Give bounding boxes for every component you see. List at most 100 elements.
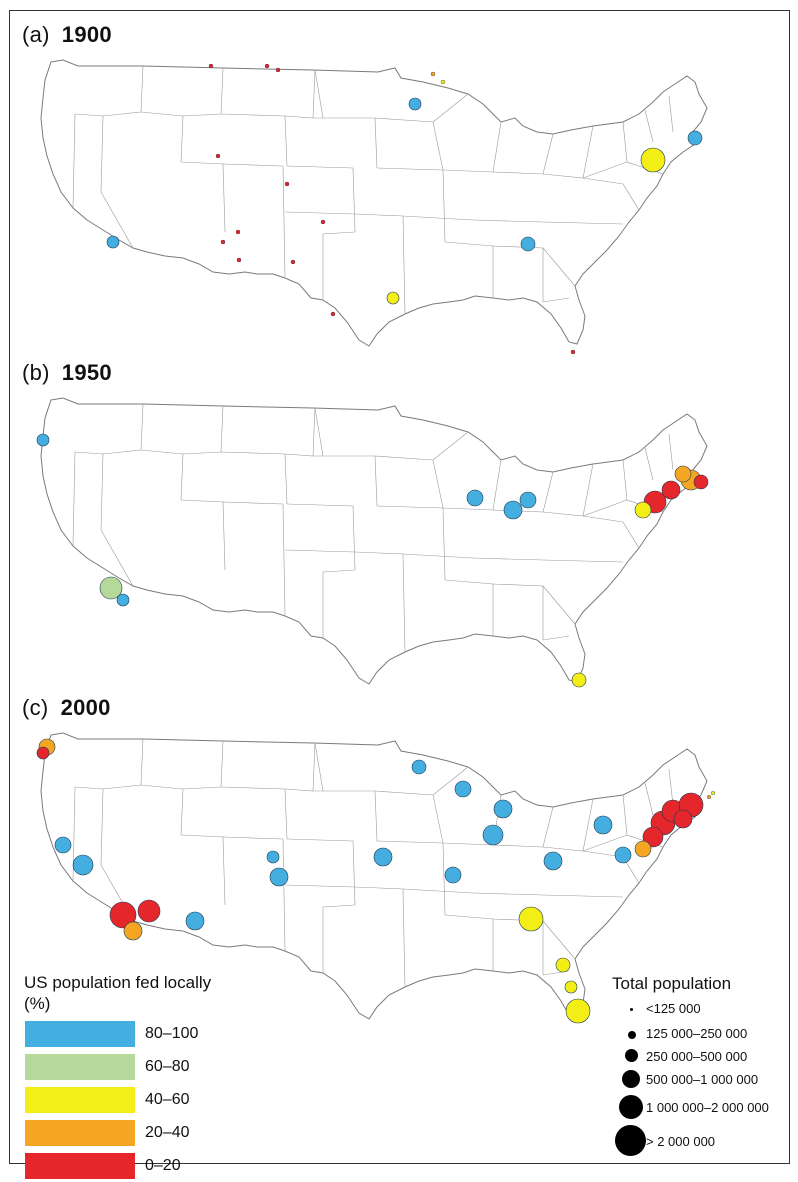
state-boundary xyxy=(100,529,134,587)
size-dot-2 xyxy=(628,1031,636,1039)
state-boundary xyxy=(74,786,104,790)
city-dot-colored xyxy=(264,63,270,69)
state-boundary xyxy=(472,219,544,223)
city-dot-colored xyxy=(707,794,712,799)
state-boundary xyxy=(668,433,674,471)
city-dot-colored xyxy=(235,229,241,235)
state-boundary xyxy=(542,221,624,225)
color-legend-title: US population fed locally (%) xyxy=(24,973,212,1013)
state-boundary xyxy=(668,95,674,133)
major-city-dot xyxy=(185,911,205,931)
state-boundary xyxy=(314,69,324,119)
major-city-dot xyxy=(36,746,50,760)
major-city-dot xyxy=(519,491,537,509)
state-boundary xyxy=(74,113,104,117)
major-city-dot xyxy=(137,899,161,923)
panel-b-label: (b) 1950 xyxy=(22,360,112,385)
size-label: 250 000–500 000 xyxy=(646,1049,748,1064)
state-boundary xyxy=(432,431,469,461)
state-boundary xyxy=(284,549,356,553)
state-boundary xyxy=(542,559,624,563)
state-boundary xyxy=(402,888,474,894)
major-city-dot xyxy=(640,147,666,173)
major-city-dot xyxy=(106,235,120,249)
major-city-dot xyxy=(571,672,587,688)
state-boundary xyxy=(220,113,288,167)
state-boundary xyxy=(582,515,640,549)
city-dot-colored xyxy=(220,239,226,245)
state-boundary xyxy=(432,93,469,123)
size-label: <125 000 xyxy=(646,1001,701,1016)
state-boundary xyxy=(140,784,184,790)
city-dot-colored xyxy=(208,63,214,69)
size-dot-1 xyxy=(630,1008,633,1011)
state-boundary xyxy=(582,499,628,517)
major-city-dot xyxy=(116,593,130,607)
map-2000 xyxy=(36,732,716,1024)
state-boundary xyxy=(222,163,286,279)
us-outline xyxy=(40,732,708,1020)
major-city-dot xyxy=(454,780,472,798)
city-dot-colored xyxy=(330,311,336,317)
state-boundary xyxy=(180,67,224,163)
state-boundary xyxy=(180,405,224,501)
state-boundary xyxy=(74,451,104,455)
major-city-dot xyxy=(36,433,50,447)
state-boundary xyxy=(284,211,356,215)
swatch-label: 20–40 xyxy=(145,1124,190,1141)
state-boundary xyxy=(542,585,576,625)
state-boundary xyxy=(284,884,356,888)
major-city-dot xyxy=(543,851,563,871)
major-city-dot xyxy=(687,130,703,146)
size-dot-6 xyxy=(615,1125,646,1156)
swatch-20-40 xyxy=(25,1120,135,1146)
map-1900 xyxy=(40,59,708,355)
state-boundary xyxy=(472,557,544,561)
swatch-60-80 xyxy=(25,1054,135,1080)
state-boundary xyxy=(668,768,674,806)
city-dot-colored xyxy=(440,79,446,85)
state-boundary xyxy=(322,569,356,638)
major-city-dot xyxy=(493,799,513,819)
state-boundary xyxy=(582,161,628,179)
major-city-dot xyxy=(482,824,504,846)
major-city-dot xyxy=(634,840,652,858)
city-dot-colored xyxy=(284,181,290,187)
major-city-dot xyxy=(673,809,693,829)
size-dot-4 xyxy=(622,1070,640,1088)
state-boundary xyxy=(472,892,544,896)
city-dot-colored xyxy=(290,259,296,265)
swatch-80-100 xyxy=(25,1021,135,1047)
major-city-dot xyxy=(555,957,571,973)
major-city-dot xyxy=(72,854,94,876)
major-city-dot xyxy=(444,866,462,884)
major-city-dot xyxy=(593,815,613,835)
size-legend-title: Total population xyxy=(612,974,732,993)
state-boundary xyxy=(402,215,474,221)
major-city-dot xyxy=(269,867,289,887)
state-boundary xyxy=(72,451,76,547)
state-boundary xyxy=(542,635,570,641)
size-dot-5 xyxy=(619,1095,643,1119)
state-boundary xyxy=(220,451,288,505)
swatch-40-60 xyxy=(25,1087,135,1113)
city-dot-colored xyxy=(320,219,326,225)
panel-c-label: (c) 2000 xyxy=(22,695,111,720)
major-city-dot xyxy=(109,901,137,929)
swatch-label: 0–20 xyxy=(145,1157,181,1174)
state-boundary xyxy=(140,449,184,455)
major-city-dot xyxy=(466,489,484,507)
major-city-dot xyxy=(674,465,692,483)
state-boundary xyxy=(140,111,184,117)
major-city-dot xyxy=(661,480,681,500)
swatch-0-20-visible xyxy=(25,1153,135,1179)
state-boundary xyxy=(100,65,144,193)
state-boundary xyxy=(72,113,76,209)
major-city-dot xyxy=(634,501,652,519)
major-city-dot xyxy=(373,847,393,867)
swatch-label: 40–60 xyxy=(145,1091,190,1108)
us-outline xyxy=(40,397,708,685)
us-outline xyxy=(40,59,708,347)
major-city-dot xyxy=(266,850,280,864)
city-dot-colored xyxy=(236,257,242,263)
